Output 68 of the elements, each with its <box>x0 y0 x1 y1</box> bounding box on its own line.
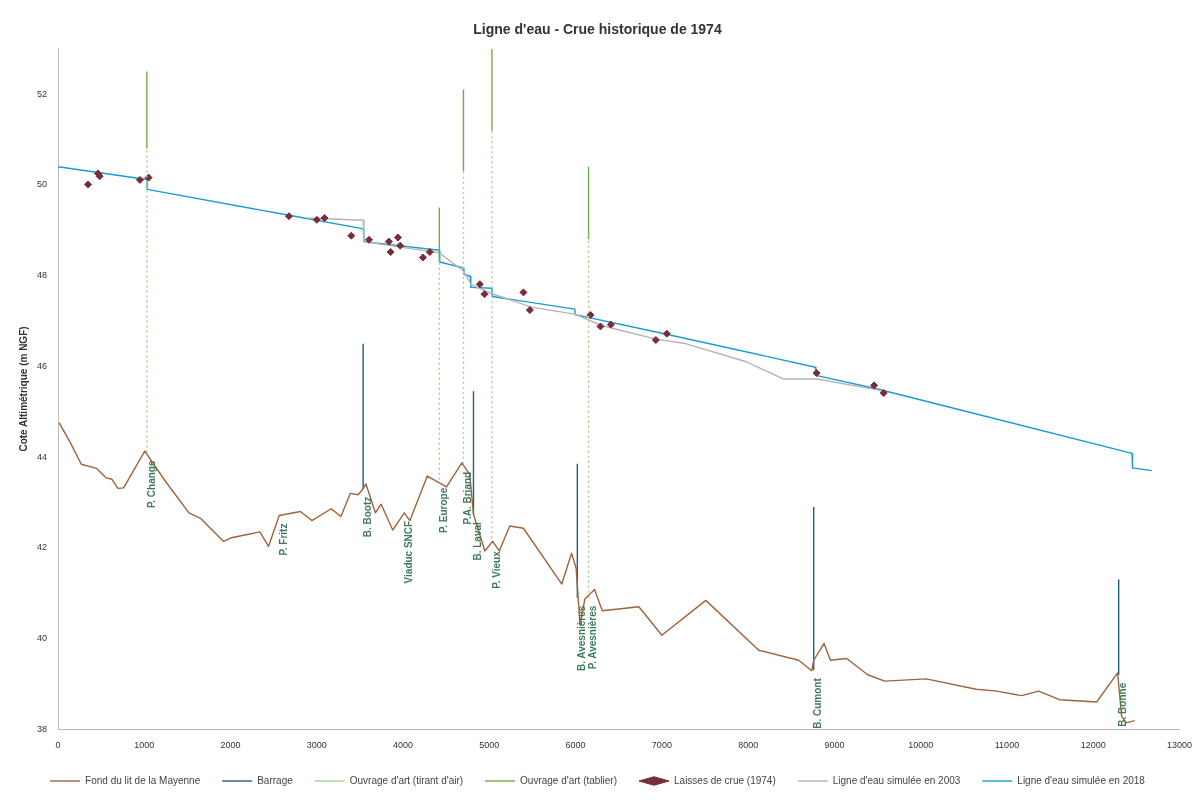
x-tick-label: 11000 <box>994 740 1020 751</box>
annotation: B. Avesnières <box>576 605 588 672</box>
x-tick-label: 12000 <box>1080 740 1106 751</box>
legend-label: Fond du lit de la Mayenne <box>85 774 201 786</box>
point <box>347 231 356 240</box>
x-tick-label: 5000 <box>479 740 500 751</box>
x-tick-label: 9000 <box>824 740 845 751</box>
point <box>879 389 888 398</box>
point <box>870 381 879 390</box>
point <box>418 253 427 262</box>
annotation: P. Fritz <box>278 523 290 556</box>
y-tick-label: 44 <box>37 451 48 462</box>
y-tick-label: 42 <box>37 542 48 553</box>
point <box>312 215 321 224</box>
y-tick-label: 52 <box>37 88 48 99</box>
y-tick-label: 48 <box>37 270 48 281</box>
chart-title: Ligne d'eau - Crue historique de 1974 <box>473 21 722 38</box>
y-tick-label: 50 <box>37 179 48 190</box>
annotation: P. Change <box>145 460 157 509</box>
point <box>284 212 293 221</box>
point <box>425 248 434 257</box>
annotation: B. Bonne <box>1117 682 1129 727</box>
annotation: B. Laval <box>472 521 484 561</box>
point <box>586 311 595 320</box>
point <box>135 175 144 184</box>
annotation: B. Cumont <box>812 677 824 729</box>
point <box>320 213 329 222</box>
x-tick-label: 1000 <box>134 740 155 751</box>
point <box>384 237 393 246</box>
point <box>812 369 821 378</box>
x-tick-label: 10000 <box>908 740 934 751</box>
annotation: Viaduc SNCF <box>403 520 415 584</box>
point <box>662 329 671 338</box>
y-axis-title: Cote Altimétrique (m NGF) <box>17 326 29 452</box>
legend-label: Ouvrage d'art (tirant d'air) <box>349 774 464 786</box>
y-tick-label: 38 <box>37 723 48 734</box>
point <box>475 280 484 289</box>
x-tick-label: 6000 <box>565 740 586 751</box>
point <box>365 235 374 244</box>
legend-label: Ouvrage d'art (tablier) <box>520 774 618 786</box>
point <box>519 288 528 297</box>
legend-label: Ligne d'eau simulée en 2018 <box>1017 774 1146 786</box>
point <box>596 322 605 331</box>
point <box>525 306 534 315</box>
x-tick-label: 8000 <box>738 740 759 751</box>
point <box>651 336 660 345</box>
x-tick-label: 13000 <box>1166 740 1192 751</box>
x-tick-label: 3000 <box>306 740 327 751</box>
point <box>386 248 395 257</box>
x-tick-label: 2000 <box>220 740 241 751</box>
legend-label: Laisses de crue (1974) <box>674 774 776 786</box>
point <box>480 290 489 299</box>
point <box>84 180 93 189</box>
annotation: P. Europe <box>438 487 450 534</box>
annotation: P.A. Briand <box>462 471 474 525</box>
legend-label: Ligne d'eau simulée en 2003 <box>832 774 961 786</box>
x-tick-label: 0 <box>55 740 61 751</box>
annotation: P. Vieux <box>490 550 502 589</box>
x-tick-label: 4000 <box>393 740 414 751</box>
point <box>396 241 405 250</box>
annotation: P. Avesnières <box>587 605 599 670</box>
annotation: B. Bootz <box>361 496 373 538</box>
y-tick-label: 40 <box>37 632 48 643</box>
point <box>393 233 402 242</box>
point <box>606 320 615 329</box>
legend-label: Barrage <box>257 774 294 786</box>
y-tick-label: 46 <box>37 360 48 371</box>
x-tick-label: 7000 <box>651 740 672 751</box>
